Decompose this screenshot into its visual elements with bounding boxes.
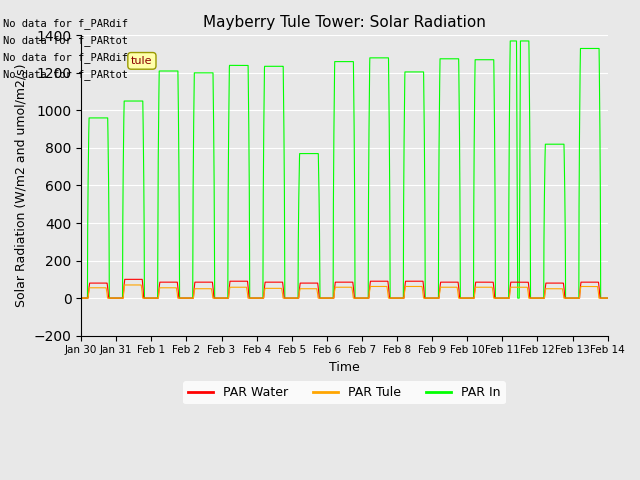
Y-axis label: Solar Radiation (W/m2 and umol/m2/s): Solar Radiation (W/m2 and umol/m2/s) — [15, 64, 28, 307]
PAR Water — [121, 276, 129, 282]
PAR In — [77, 295, 85, 301]
PAR In — [190, 113, 198, 119]
Title: Mayberry Tule Tower: Solar Radiation: Mayberry Tule Tower: Solar Radiation — [203, 15, 486, 30]
X-axis label: Time: Time — [329, 361, 360, 374]
PAR Tule — [184, 295, 192, 301]
PAR Water — [602, 295, 610, 301]
Line: PAR In: PAR In — [81, 41, 607, 298]
PAR In — [604, 295, 611, 301]
Line: PAR Tule: PAR Tule — [81, 285, 607, 298]
Line: PAR Water: PAR Water — [81, 279, 607, 298]
Legend: PAR Water, PAR Tule, PAR In: PAR Water, PAR Tule, PAR In — [183, 382, 506, 405]
PAR In — [417, 69, 425, 75]
PAR Tule — [121, 282, 129, 288]
PAR In — [492, 295, 499, 301]
PAR Water — [492, 295, 499, 301]
PAR In — [184, 295, 192, 301]
PAR Water — [604, 295, 611, 301]
Text: tule: tule — [131, 56, 153, 66]
PAR Tule — [604, 295, 611, 301]
PAR Water — [275, 279, 282, 285]
PAR Tule — [492, 295, 499, 301]
PAR Tule — [275, 286, 282, 291]
PAR In — [275, 63, 282, 69]
Text: No data for f_PARdif: No data for f_PARdif — [3, 52, 128, 63]
PAR In — [506, 38, 514, 44]
Text: No data for f_PARtot: No data for f_PARtot — [3, 35, 128, 46]
PAR Tule — [602, 295, 610, 301]
PAR Tule — [190, 291, 198, 297]
PAR Tule — [417, 284, 425, 289]
PAR Tule — [77, 295, 85, 301]
PAR Water — [184, 295, 192, 301]
Text: No data for f_PARtot: No data for f_PARtot — [3, 69, 128, 80]
PAR Water — [77, 295, 85, 301]
PAR Water — [190, 289, 198, 295]
PAR In — [602, 295, 610, 301]
Text: No data for f_PARdif: No data for f_PARdif — [3, 18, 128, 29]
PAR Water — [417, 278, 425, 284]
